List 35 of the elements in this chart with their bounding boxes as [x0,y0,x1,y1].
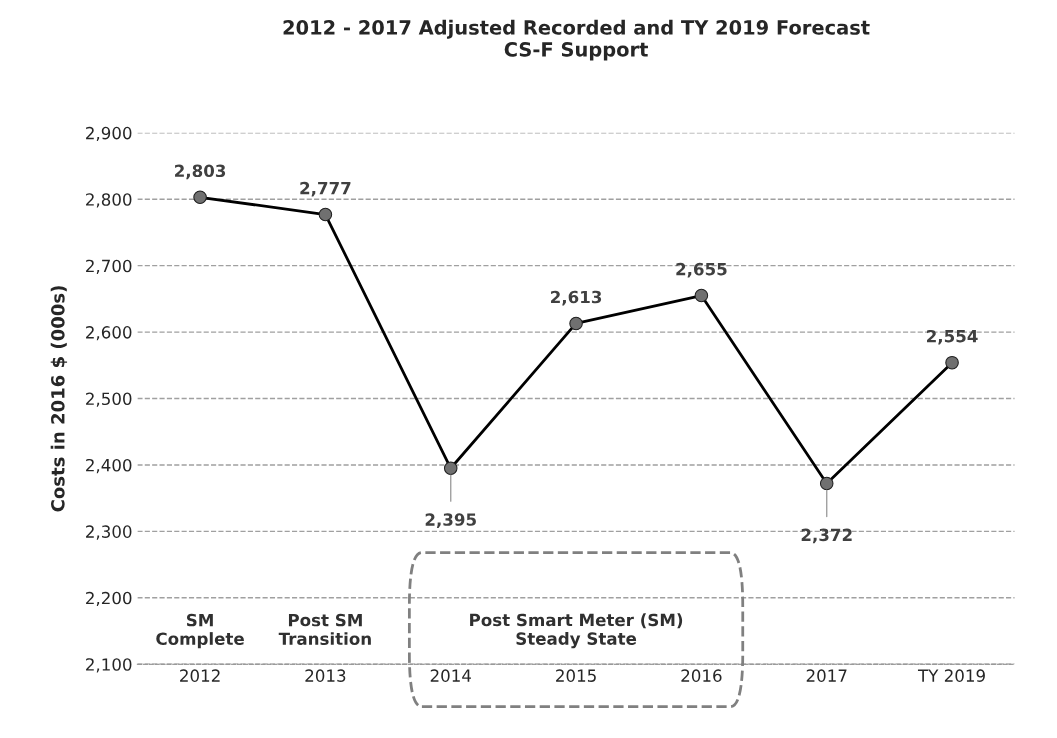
text: 2,777 [300,181,351,197]
text: 2,613 [551,290,602,306]
annotation: Post Smart Meter (SM) Steady State [470,613,683,649]
y-tick-label: 2,400 [86,458,132,474]
text: 2,395 [425,513,476,528]
text: 2,372 [801,528,852,544]
text: 2,803 [175,164,226,180]
point [945,355,959,370]
y-tick-label: 2,800 [86,193,132,208]
x-tick-label: 2017 [806,669,847,682]
point [443,461,458,476]
annotation: SM Complete [156,613,244,649]
y-tick-label: 2,900 [86,126,132,142]
point [819,476,834,491]
x-tick-label: 2016 [681,669,722,682]
y-tick-label: 2,200 [86,591,132,607]
text: 2,554 [927,329,978,345]
y-tick-label: 2,300 [86,525,132,540]
y-tick-label: 2,100 [86,658,132,673]
y-axis-title: Costs in 2016 $ (000s) [50,286,68,512]
x-tick-label: 2013 [305,669,346,682]
x-tick-label: 2015 [556,669,596,682]
y-tick-label: 2,700 [86,259,132,274]
x-tick-label: 2014 [430,669,472,682]
point [569,316,583,331]
text: 2,655 [676,262,727,278]
point [193,190,207,205]
chart-title: 2012 - 2017 Adjusted Recorded and TY 2019 Forecast CS-F Support [283,19,870,61]
x-tick-label: TY 2019 [917,669,985,682]
point [318,207,333,222]
annotation: Post SM Transition [278,613,371,646]
point [694,288,709,303]
y-tick-label: 2,500 [86,392,132,407]
x-tick-label: 2012 [180,669,220,682]
y-tick-label: 2,600 [86,326,132,341]
